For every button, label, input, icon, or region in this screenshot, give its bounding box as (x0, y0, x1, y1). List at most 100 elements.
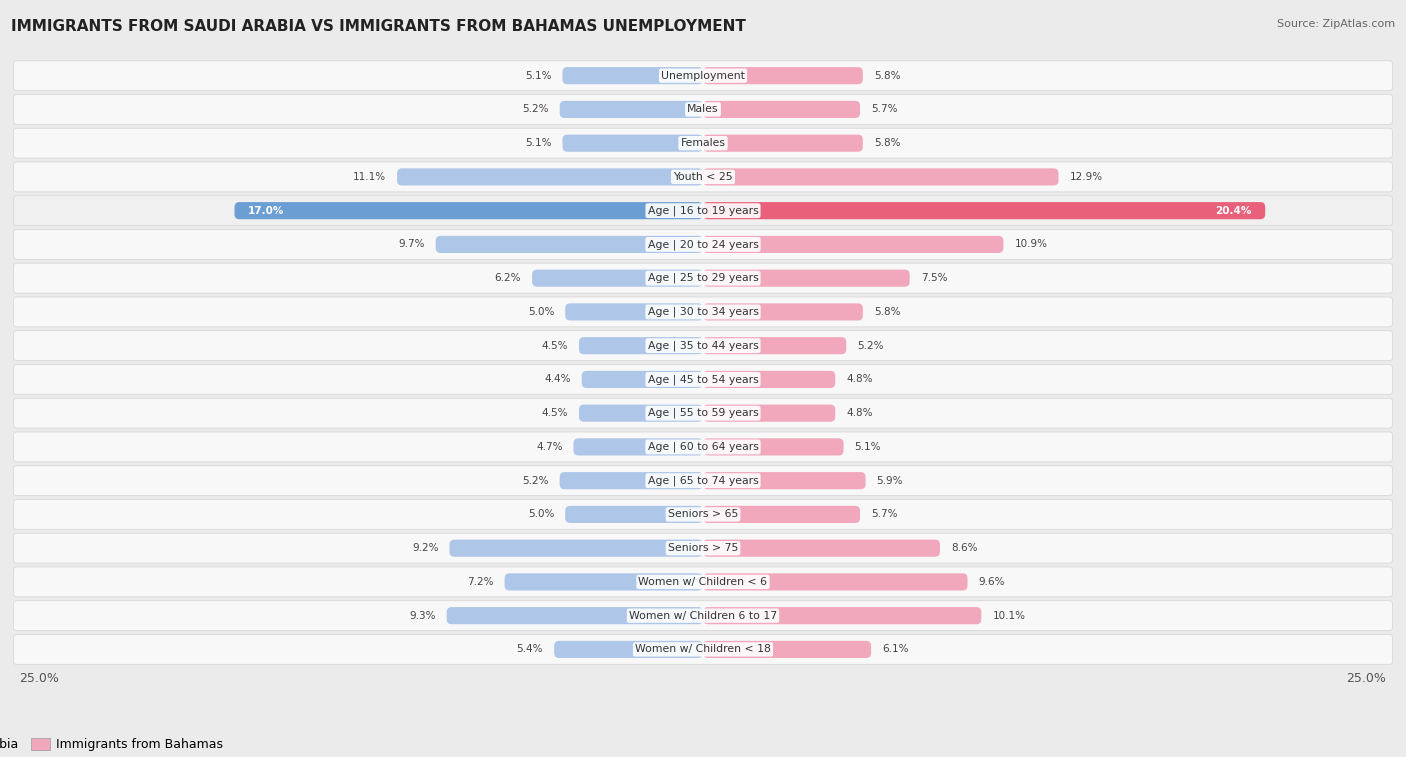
FancyBboxPatch shape (14, 634, 1392, 665)
FancyBboxPatch shape (447, 607, 703, 625)
FancyBboxPatch shape (14, 567, 1392, 597)
FancyBboxPatch shape (14, 500, 1392, 529)
Legend: Immigrants from Saudi Arabia, Immigrants from Bahamas: Immigrants from Saudi Arabia, Immigrants… (0, 738, 224, 751)
FancyBboxPatch shape (703, 472, 866, 489)
Text: 5.1%: 5.1% (855, 442, 882, 452)
FancyBboxPatch shape (565, 304, 703, 320)
FancyBboxPatch shape (450, 540, 703, 556)
FancyBboxPatch shape (703, 202, 1265, 220)
FancyBboxPatch shape (505, 573, 703, 590)
Text: Age | 60 to 64 years: Age | 60 to 64 years (648, 441, 758, 452)
Text: 4.8%: 4.8% (846, 375, 873, 385)
Text: Women w/ Children 6 to 17: Women w/ Children 6 to 17 (628, 611, 778, 621)
Text: Age | 25 to 29 years: Age | 25 to 29 years (648, 273, 758, 283)
Text: Age | 16 to 19 years: Age | 16 to 19 years (648, 205, 758, 216)
Text: 5.4%: 5.4% (516, 644, 543, 654)
FancyBboxPatch shape (574, 438, 703, 456)
Text: 5.2%: 5.2% (858, 341, 884, 350)
FancyBboxPatch shape (703, 506, 860, 523)
Text: 6.2%: 6.2% (495, 273, 522, 283)
Text: Women w/ Children < 6: Women w/ Children < 6 (638, 577, 768, 587)
Text: IMMIGRANTS FROM SAUDI ARABIA VS IMMIGRANTS FROM BAHAMAS UNEMPLOYMENT: IMMIGRANTS FROM SAUDI ARABIA VS IMMIGRAN… (11, 19, 747, 34)
FancyBboxPatch shape (14, 263, 1392, 293)
Text: Males: Males (688, 104, 718, 114)
Text: 6.1%: 6.1% (882, 644, 908, 654)
FancyBboxPatch shape (14, 95, 1392, 124)
FancyBboxPatch shape (14, 196, 1392, 226)
FancyBboxPatch shape (396, 168, 703, 185)
FancyBboxPatch shape (14, 533, 1392, 563)
Text: 5.8%: 5.8% (875, 70, 900, 81)
FancyBboxPatch shape (562, 67, 703, 84)
Text: 7.2%: 7.2% (467, 577, 494, 587)
Text: Source: ZipAtlas.com: Source: ZipAtlas.com (1277, 19, 1395, 29)
Text: 4.8%: 4.8% (846, 408, 873, 418)
FancyBboxPatch shape (703, 607, 981, 625)
Text: 7.5%: 7.5% (921, 273, 948, 283)
FancyBboxPatch shape (14, 229, 1392, 260)
Text: Women w/ Children < 18: Women w/ Children < 18 (636, 644, 770, 654)
Text: Seniors > 65: Seniors > 65 (668, 509, 738, 519)
FancyBboxPatch shape (582, 371, 703, 388)
Text: 5.7%: 5.7% (872, 509, 897, 519)
FancyBboxPatch shape (703, 404, 835, 422)
FancyBboxPatch shape (703, 67, 863, 84)
FancyBboxPatch shape (579, 337, 703, 354)
Text: Age | 45 to 54 years: Age | 45 to 54 years (648, 374, 758, 385)
FancyBboxPatch shape (703, 269, 910, 287)
Text: Unemployment: Unemployment (661, 70, 745, 81)
FancyBboxPatch shape (14, 128, 1392, 158)
Text: 9.2%: 9.2% (412, 544, 439, 553)
Text: Age | 55 to 59 years: Age | 55 to 59 years (648, 408, 758, 419)
Text: 4.5%: 4.5% (541, 408, 568, 418)
Text: 9.3%: 9.3% (409, 611, 436, 621)
Text: 5.1%: 5.1% (524, 70, 551, 81)
FancyBboxPatch shape (703, 135, 863, 151)
Text: Age | 35 to 44 years: Age | 35 to 44 years (648, 341, 758, 351)
Text: Age | 65 to 74 years: Age | 65 to 74 years (648, 475, 758, 486)
FancyBboxPatch shape (703, 337, 846, 354)
FancyBboxPatch shape (703, 438, 844, 456)
FancyBboxPatch shape (703, 236, 1004, 253)
FancyBboxPatch shape (235, 202, 703, 220)
FancyBboxPatch shape (560, 101, 703, 118)
Text: Females: Females (681, 139, 725, 148)
Text: 5.8%: 5.8% (875, 139, 900, 148)
FancyBboxPatch shape (14, 432, 1392, 462)
FancyBboxPatch shape (703, 371, 835, 388)
FancyBboxPatch shape (579, 404, 703, 422)
FancyBboxPatch shape (531, 269, 703, 287)
FancyBboxPatch shape (703, 101, 860, 118)
FancyBboxPatch shape (14, 364, 1392, 394)
Text: 5.9%: 5.9% (876, 475, 903, 486)
Text: 5.2%: 5.2% (522, 475, 548, 486)
FancyBboxPatch shape (562, 135, 703, 151)
FancyBboxPatch shape (14, 398, 1392, 428)
FancyBboxPatch shape (703, 304, 863, 320)
FancyBboxPatch shape (554, 641, 703, 658)
Text: 11.1%: 11.1% (353, 172, 387, 182)
Text: 5.2%: 5.2% (522, 104, 548, 114)
Text: 10.1%: 10.1% (993, 611, 1025, 621)
Text: 4.7%: 4.7% (536, 442, 562, 452)
FancyBboxPatch shape (703, 540, 941, 556)
FancyBboxPatch shape (14, 331, 1392, 360)
Text: 4.4%: 4.4% (544, 375, 571, 385)
Text: 25.0%: 25.0% (20, 672, 59, 685)
FancyBboxPatch shape (14, 162, 1392, 192)
Text: 5.8%: 5.8% (875, 307, 900, 317)
Text: Seniors > 75: Seniors > 75 (668, 544, 738, 553)
Text: 5.0%: 5.0% (527, 509, 554, 519)
Text: 12.9%: 12.9% (1070, 172, 1102, 182)
FancyBboxPatch shape (436, 236, 703, 253)
Text: 17.0%: 17.0% (249, 206, 284, 216)
FancyBboxPatch shape (703, 168, 1059, 185)
Text: Age | 30 to 34 years: Age | 30 to 34 years (648, 307, 758, 317)
FancyBboxPatch shape (14, 601, 1392, 631)
Text: 10.9%: 10.9% (1014, 239, 1047, 249)
FancyBboxPatch shape (560, 472, 703, 489)
Text: 8.6%: 8.6% (950, 544, 977, 553)
Text: 25.0%: 25.0% (1347, 672, 1386, 685)
FancyBboxPatch shape (14, 61, 1392, 91)
FancyBboxPatch shape (14, 297, 1392, 327)
